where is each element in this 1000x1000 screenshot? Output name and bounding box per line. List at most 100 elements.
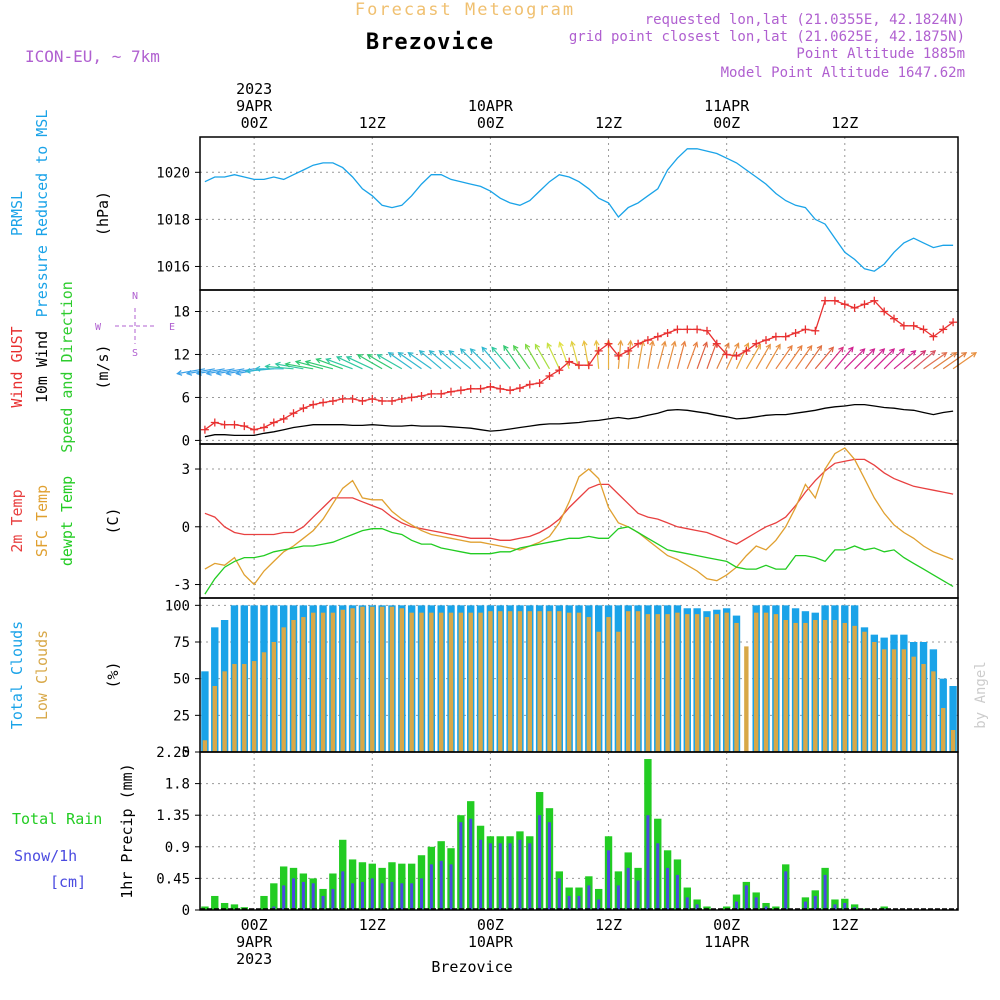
y-tick-label: 1018 — [156, 212, 190, 228]
snow-bar — [666, 867, 670, 910]
low-cloud-bar — [763, 612, 769, 752]
wind-arrow-shaft — [765, 344, 781, 370]
wind-arrow-shaft — [923, 352, 947, 370]
wind-arrow — [942, 352, 968, 370]
wind-arrow-shaft — [627, 340, 632, 369]
wind-arrow-head — [755, 343, 761, 350]
wind-arrow-shaft — [745, 344, 761, 370]
wind-arrow-shaft — [316, 358, 343, 370]
low-cloud-bar — [488, 611, 493, 752]
rain-bar — [880, 906, 888, 910]
wind-arrow-head — [215, 370, 222, 376]
wind-arrow-head — [743, 342, 750, 349]
wind-arrow-head — [806, 344, 813, 351]
gust-marker — [466, 384, 475, 393]
wind-arrow-shaft — [952, 352, 977, 370]
snow-bar — [429, 864, 433, 910]
snow-bar — [410, 883, 414, 910]
compass-north: N — [132, 291, 138, 302]
wind-arrow — [407, 352, 432, 370]
total-cloud-bar — [201, 671, 209, 752]
y-tick-label: 1.8 — [165, 777, 190, 793]
gust-marker — [368, 394, 377, 403]
wind-arrow-head — [765, 343, 771, 350]
wind-arrow-shaft — [595, 340, 600, 369]
gust-marker — [407, 393, 416, 402]
wind-arrow-shaft — [942, 352, 967, 370]
y-tick-label: 100 — [165, 598, 190, 614]
wind-arrow — [481, 346, 501, 370]
wind-arrow-shaft — [706, 342, 718, 369]
wind-arrow-shaft — [419, 350, 442, 370]
wind-arrow-head — [581, 339, 588, 347]
y-tick-label: 25 — [173, 708, 190, 724]
wind-arrow-shaft — [583, 341, 590, 369]
y-axis-label: 10m Wind — [33, 331, 51, 403]
low-cloud-bar — [596, 631, 601, 752]
low-cloud-bar — [744, 646, 749, 752]
low-cloud-bar — [419, 612, 424, 752]
wind-arrow-head — [366, 354, 373, 360]
wind-arrow-head — [661, 340, 667, 347]
wind-arrow-shaft — [785, 345, 803, 370]
y-axis-label: 2m Temp — [8, 489, 26, 552]
top-time-label: 12Z — [359, 114, 386, 132]
total-rain-label: Total Rain — [12, 810, 102, 828]
wind-arrow — [814, 346, 835, 370]
compass-south: S — [132, 348, 138, 359]
wind-arrow-head — [304, 359, 311, 366]
y-axis-label: (hPa) — [94, 191, 112, 236]
y-tick-label: 0.45 — [156, 871, 190, 887]
wind-arrow-head — [225, 370, 232, 376]
y-tick-label: 1020 — [156, 165, 190, 181]
wind-arrow-shaft — [326, 358, 353, 370]
snow-bar — [380, 883, 384, 910]
wind-arrow — [667, 340, 677, 369]
gust-marker — [840, 300, 849, 309]
wind-arrow — [745, 343, 761, 370]
snow-bar — [538, 815, 542, 910]
gust-marker — [220, 420, 229, 429]
snow-bar — [469, 818, 473, 910]
wind-arrow-shaft — [470, 348, 491, 370]
wind-arrow — [824, 346, 844, 370]
low-cloud-bar — [803, 622, 808, 752]
wind-arrow-shaft — [285, 363, 314, 370]
top-time-label: 00Z — [241, 114, 268, 132]
panels: 1016 1018 1020 PRMSL Pressure Reduced to MSL… — [8, 110, 978, 919]
wind-arrow-shaft — [491, 346, 511, 370]
wind-arrow — [315, 357, 343, 370]
gust-marker — [712, 339, 721, 348]
gust-marker — [555, 366, 564, 375]
low-cloud-bar — [301, 617, 306, 752]
top-time-label: 12Z — [831, 114, 858, 132]
wind-arrow — [459, 348, 481, 370]
gust-marker — [594, 346, 603, 355]
wind-arrow-shaft — [534, 344, 550, 370]
wind-arrow-shaft — [903, 350, 926, 370]
wind-arrow-head — [816, 344, 823, 351]
low-cloud-bar — [911, 656, 916, 752]
wind-arrow — [706, 341, 718, 369]
gust-marker — [752, 339, 761, 348]
wind-arrow — [873, 348, 896, 370]
gust-marker — [535, 379, 544, 388]
wind-arrow — [345, 356, 373, 370]
wind-arrow-head — [951, 352, 958, 358]
gust-marker — [732, 351, 741, 360]
gust-marker — [781, 332, 790, 341]
wind-arrow-head — [869, 348, 876, 354]
gust-marker — [575, 361, 583, 370]
wind-arrow-shaft — [429, 350, 452, 370]
wind-arrow — [676, 340, 687, 369]
gust-marker — [624, 346, 633, 355]
gust-marker — [909, 321, 918, 330]
wind-arrow-head — [787, 344, 793, 351]
low-cloud-bar — [468, 612, 473, 752]
gust-marker — [939, 325, 948, 334]
gust-marker — [830, 296, 839, 305]
wind-arrow — [864, 348, 886, 370]
snow-bar — [360, 881, 364, 910]
low-cloud-bar — [704, 617, 710, 752]
gust-marker — [319, 398, 328, 407]
